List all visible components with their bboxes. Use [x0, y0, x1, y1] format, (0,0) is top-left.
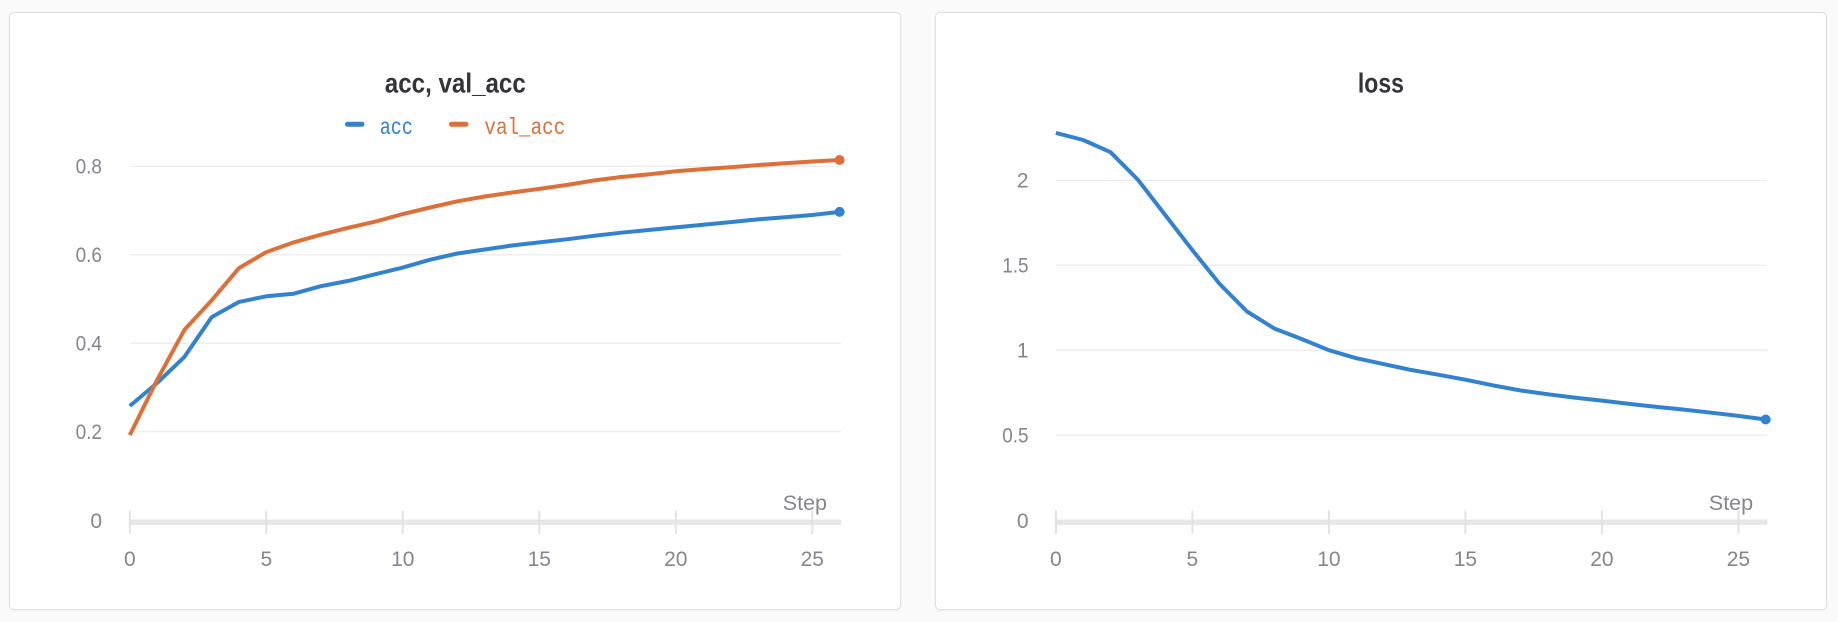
svg-text:1.5: 1.5 — [1002, 255, 1028, 278]
svg-text:0: 0 — [124, 548, 136, 571]
svg-text:20: 20 — [1590, 548, 1613, 571]
svg-text:0.6: 0.6 — [76, 244, 102, 267]
svg-text:Step: Step — [783, 491, 827, 515]
svg-text:0.2: 0.2 — [76, 421, 102, 444]
svg-text:acc, val_acc: acc, val_acc — [385, 67, 526, 98]
svg-text:10: 10 — [1317, 548, 1340, 571]
svg-text:5: 5 — [1187, 548, 1199, 571]
svg-text:Step: Step — [1709, 491, 1753, 515]
svg-text:0: 0 — [1050, 548, 1062, 571]
svg-text:20: 20 — [664, 548, 687, 571]
svg-text:0.8: 0.8 — [76, 156, 102, 179]
svg-text:0.4: 0.4 — [76, 332, 103, 355]
svg-text:0: 0 — [90, 510, 102, 533]
svg-text:15: 15 — [528, 548, 551, 571]
svg-text:0: 0 — [1017, 510, 1029, 533]
svg-text:0.5: 0.5 — [1002, 424, 1028, 447]
svg-text:15: 15 — [1454, 548, 1477, 571]
svg-text:5: 5 — [260, 548, 272, 571]
svg-text:1: 1 — [1017, 339, 1029, 362]
svg-text:2: 2 — [1017, 170, 1029, 193]
svg-text:loss: loss — [1358, 67, 1404, 98]
svg-text:val_acc: val_acc — [484, 115, 565, 141]
svg-text:10: 10 — [391, 548, 414, 571]
svg-text:acc: acc — [380, 115, 413, 141]
svg-text:25: 25 — [1727, 548, 1750, 571]
svg-text:25: 25 — [801, 548, 824, 571]
